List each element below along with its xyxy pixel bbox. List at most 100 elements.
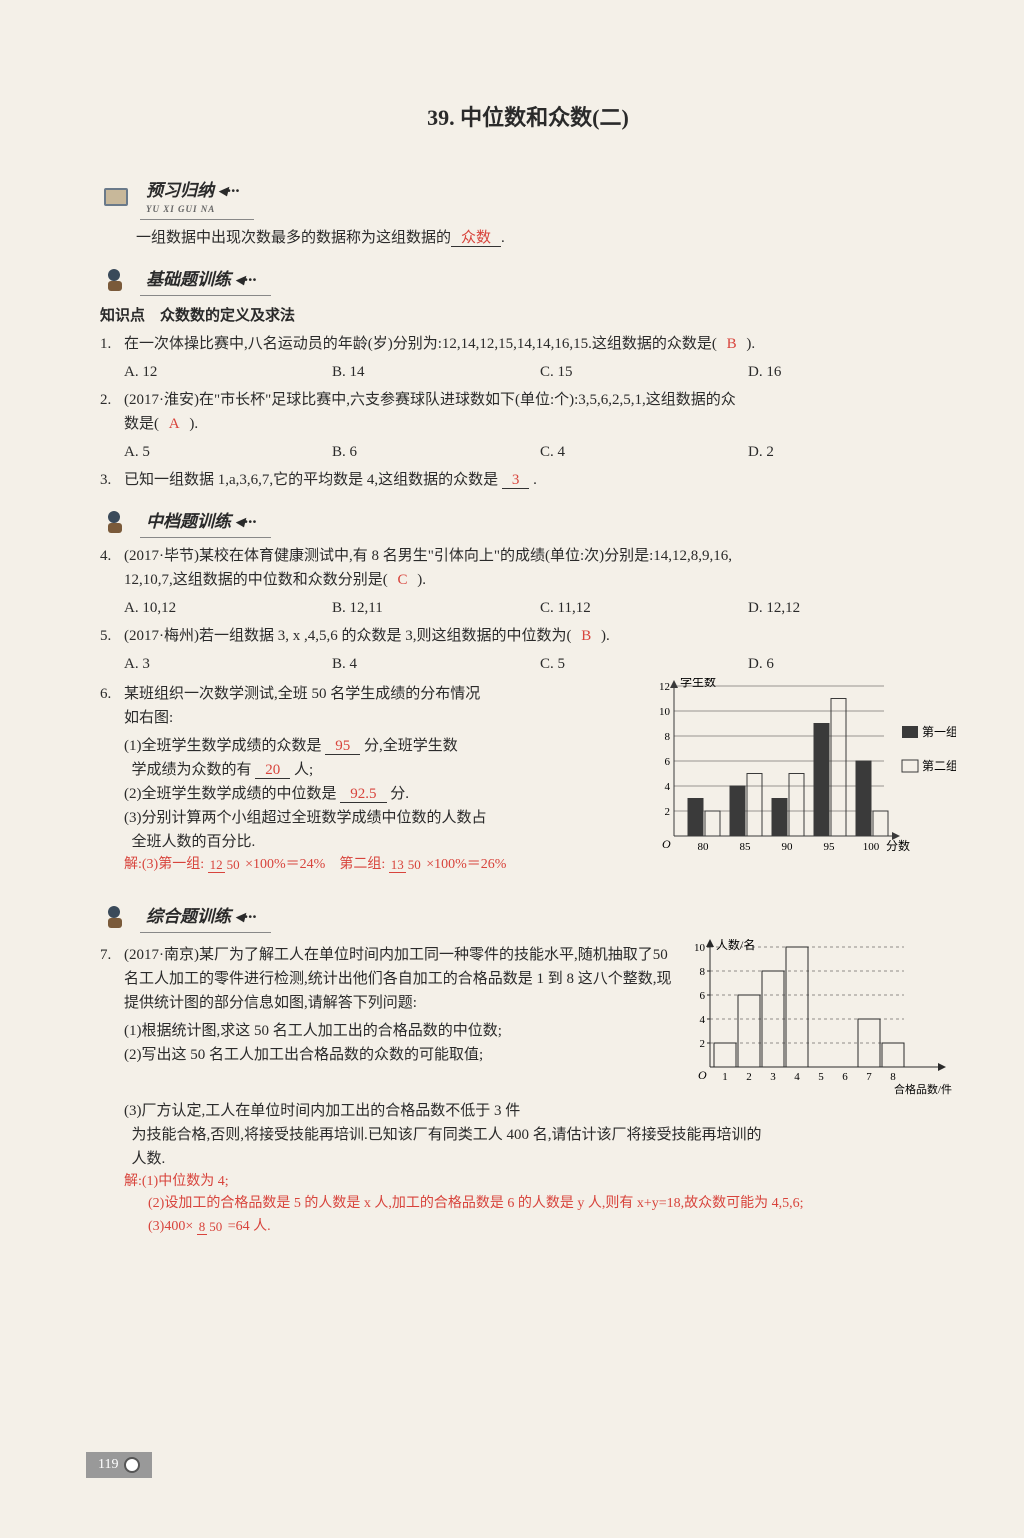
- q5-text: (2017·梅州)若一组数据 3, x ,4,5,6 的众数是 3,则这组数据的…: [124, 628, 571, 644]
- section-mid-header: 中档题训练 ◂···: [100, 506, 956, 538]
- q5-opt-c: C. 5: [540, 652, 748, 676]
- q4-opt-b: B. 12,11: [332, 596, 540, 620]
- q5-num: 5.: [100, 624, 124, 648]
- person-icon: [100, 265, 134, 295]
- q1-opt-c: C. 15: [540, 360, 748, 384]
- q5-opt-d: D. 6: [748, 652, 956, 676]
- q5-tail: ).: [601, 628, 610, 644]
- banner-preview-sub: YU XI GUI NA: [146, 202, 240, 216]
- q4-options: A. 10,12 B. 12,11 C. 11,12 D. 12,12: [124, 596, 956, 620]
- q7-s3b: 为技能合格,否则,将接受技能再培训.已知该厂有同类工人 400 名,请估计该厂将…: [132, 1127, 762, 1143]
- svg-text:8: 8: [665, 731, 671, 743]
- q6-s1d: 人;: [294, 762, 313, 778]
- svg-text:4: 4: [700, 1014, 706, 1026]
- svg-text:学生数: 学生数: [680, 678, 716, 689]
- q2-num: 2.: [100, 388, 124, 436]
- question-3: 3. 已知一组数据 1,a,3,6,7,它的平均数是 4,这组数据的众数是 3 …: [100, 468, 956, 492]
- svg-text:4: 4: [794, 1071, 800, 1083]
- svg-text:8: 8: [700, 966, 706, 978]
- section-basic-header: 基础题训练 ◂···: [100, 264, 956, 296]
- q1-num: 1.: [100, 332, 124, 356]
- svg-text:分数: 分数: [886, 838, 910, 853]
- q7-sol3-top: 8: [197, 1219, 208, 1235]
- q2-opt-b: B. 6: [332, 440, 540, 464]
- svg-text:100: 100: [863, 841, 880, 853]
- q3-answer: 3: [502, 472, 530, 489]
- q6-s3b: 全班人数的百分比.: [132, 834, 256, 850]
- person-icon-2: [100, 507, 134, 537]
- page-number: 119: [86, 1452, 152, 1478]
- q6-s1c: 学成绩为众数的有: [132, 762, 252, 778]
- intro-line: 一组数据中出现次数最多的数据称为这组数据的众数.: [136, 226, 956, 250]
- q7-s3c: 人数.: [132, 1151, 166, 1167]
- q6-sol-end: ×100%＝26%: [426, 857, 506, 872]
- svg-text:第一组: 第一组: [922, 725, 956, 739]
- intro-pre: 一组数据中出现次数最多的数据称为这组数据的: [136, 230, 451, 246]
- svg-text:95: 95: [824, 841, 836, 853]
- section-preview-header: 预习归纳 ◂··· YU XI GUI NA: [100, 175, 956, 220]
- svg-text:4: 4: [665, 781, 671, 793]
- q7-num: 7.: [100, 943, 124, 1015]
- svg-text:2: 2: [746, 1071, 752, 1083]
- question-7: 7. (2017·南京)某厂为了解工人在单位时间内加工同一种零件的技能水平,随机…: [100, 943, 676, 1015]
- q1-options: A. 12 B. 14 C. 15 D. 16: [124, 360, 956, 384]
- q5-answer: B: [575, 628, 597, 644]
- chart-q6: 24681012学生数O80859095100分数第一组第二组: [646, 678, 956, 868]
- q6-lead-a: 某班组织一次数学测试,全班 50 名学生成绩的分布情况: [124, 686, 480, 702]
- q7-sol3-bot: 50: [207, 1219, 224, 1234]
- q4-opt-d: D. 12,12: [748, 596, 956, 620]
- svg-text:10: 10: [694, 942, 706, 954]
- q3-body: 已知一组数据 1,a,3,6,7,它的平均数是 4,这组数据的众数是 3 .: [124, 468, 956, 492]
- q4-answer: C: [392, 572, 414, 588]
- svg-text:12: 12: [659, 681, 670, 693]
- q7-sub3: (3)厂方认定,工人在单位时间内加工出的合格品数不低于 3 件 为技能合格,否则…: [124, 1099, 956, 1171]
- banner-basic: 基础题训练 ◂···: [140, 264, 271, 296]
- q6-s1b: 分,全班学生数: [364, 738, 458, 754]
- svg-text:10: 10: [659, 706, 671, 718]
- q6-solution: 解:(3)第一组: 1250 ×100%＝24% 第二组: 1350 ×100%…: [124, 854, 638, 876]
- q2-opt-a: A. 5: [124, 440, 332, 464]
- q7-lead: (2017·南京)某厂为了解工人在单位时间内加工同一种零件的技能水平,随机抽取了…: [124, 943, 676, 1015]
- person-icon-3: [100, 902, 134, 932]
- q5-options: A. 3 B. 4 C. 5 D. 6: [124, 652, 956, 676]
- question-4: 4. (2017·毕节)某校在体育健康测试中,有 8 名男生"引体向上"的成绩(…: [100, 544, 956, 592]
- page-num-ornament-icon: [124, 1457, 140, 1473]
- q6-s2a: (2)全班学生数学成绩的中位数是: [124, 786, 337, 802]
- svg-text:2: 2: [665, 806, 671, 818]
- q2-options: A. 5 B. 6 C. 4 D. 2: [124, 440, 956, 464]
- section-comp-header: 综合题训练 ◂···: [100, 901, 956, 933]
- svg-text:2: 2: [700, 1038, 706, 1050]
- q1-text: 在一次体操比赛中,八名运动员的年龄(岁)分别为:12,14,12,15,14,1…: [124, 336, 717, 352]
- q6-s3a: (3)分别计算两个小组超过全班数学成绩中位数的人数占: [124, 810, 487, 826]
- page-number-text: 119: [98, 1454, 118, 1476]
- q2-answer: A: [163, 416, 186, 432]
- q2-text-b: 数是(: [124, 416, 159, 432]
- svg-text:85: 85: [740, 841, 752, 853]
- q6-num: 6.: [100, 682, 124, 730]
- svg-text:3: 3: [770, 1071, 776, 1083]
- q1-opt-a: A. 12: [124, 360, 332, 384]
- svg-text:人数/名: 人数/名: [716, 939, 755, 952]
- q3-text: 已知一组数据 1,a,3,6,7,它的平均数是 4,这组数据的众数是: [124, 472, 498, 488]
- banner-preview-text: 预习归纳: [146, 181, 214, 200]
- q4-text-a: (2017·毕节)某校在体育健康测试中,有 8 名男生"引体向上"的成绩(单位:…: [124, 548, 732, 564]
- svg-text:90: 90: [782, 841, 794, 853]
- q6-s1-ans: 95: [325, 738, 360, 755]
- q1-answer: B: [721, 336, 743, 352]
- q6-lead-b: 如右图:: [124, 710, 173, 726]
- q6-s2b: 分.: [390, 786, 409, 802]
- q6-sub1: (1)全班学生数学成绩的众数是 95 分,全班学生数 学成绩为众数的有 20 人…: [124, 734, 638, 782]
- intro-answer: 众数: [451, 230, 501, 247]
- q5-opt-a: A. 3: [124, 652, 332, 676]
- q6-s2-ans: 92.5: [340, 786, 386, 803]
- q5-opt-b: B. 4: [332, 652, 540, 676]
- svg-text:5: 5: [818, 1071, 824, 1083]
- q4-opt-a: A. 10,12: [124, 596, 332, 620]
- q7-sol3b: =64 人.: [228, 1219, 271, 1234]
- page-title: 39. 中位数和众数(二): [100, 100, 956, 135]
- q5-body: (2017·梅州)若一组数据 3, x ,4,5,6 的众数是 3,则这组数据的…: [124, 624, 956, 648]
- q7-sub2: (2)写出这 50 名工人加工出合格品数的众数的可能取值;: [124, 1043, 676, 1067]
- q7-s3a: (3)厂方认定,工人在单位时间内加工出的合格品数不低于 3 件: [124, 1103, 520, 1119]
- svg-text:O: O: [698, 1068, 707, 1082]
- q2-body: (2017·淮安)在"市长杯"足球比赛中,六支参赛球队进球数如下(单位:个):3…: [124, 388, 956, 436]
